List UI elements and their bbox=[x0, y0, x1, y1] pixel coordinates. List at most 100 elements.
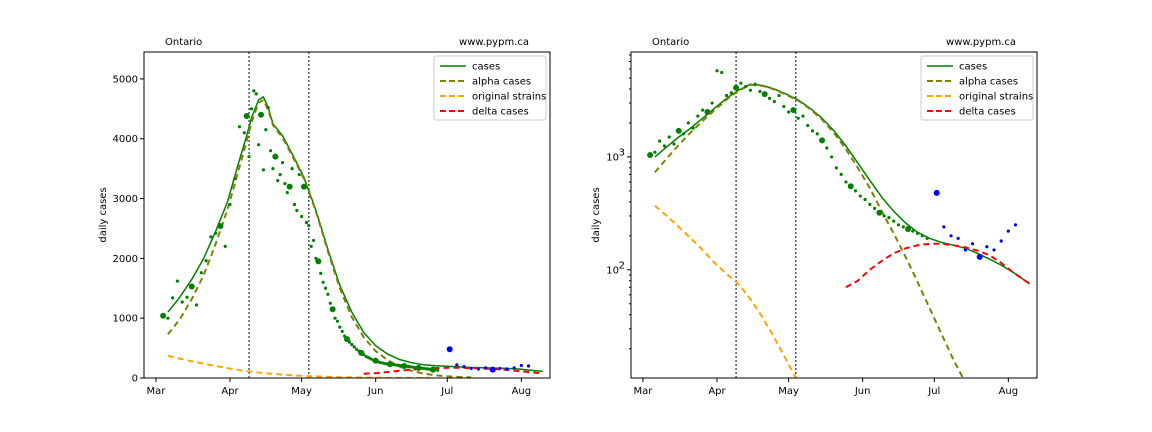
right-x-tick-label: Jul bbox=[927, 386, 940, 397]
right-y-tick-label: 10 bbox=[606, 152, 619, 163]
left-y-tick-label: 4000 bbox=[113, 134, 138, 145]
left-y-tick-label: 1000 bbox=[113, 314, 138, 325]
left-series-observed-point bbox=[409, 365, 414, 369]
left-series-observed-point bbox=[412, 365, 416, 369]
left-series-recent-observed-point bbox=[526, 364, 531, 368]
left-legend-label: delta cases bbox=[472, 107, 529, 118]
left-series-observed-point bbox=[354, 347, 359, 351]
left-series-observed-point bbox=[321, 280, 325, 284]
right-series-observed-point bbox=[672, 142, 676, 146]
right-series-observed-point bbox=[653, 150, 657, 154]
right-plot-frame bbox=[630, 51, 1038, 379]
right-series-observed-point bbox=[662, 144, 667, 148]
left-series-observed-point bbox=[286, 183, 293, 190]
left-legend-box bbox=[433, 55, 547, 121]
right-series-observed-point bbox=[801, 114, 805, 118]
right-series-observed-point bbox=[882, 214, 886, 218]
left-series-observed-point bbox=[297, 173, 301, 177]
left-series-observed-point bbox=[381, 361, 385, 365]
right-series-observed-point bbox=[873, 206, 877, 210]
right-series-observed-point bbox=[844, 180, 848, 184]
right-legend-label: delta cases bbox=[959, 107, 1016, 118]
right-series-recent-observed-point bbox=[985, 245, 989, 249]
right-series-observed-point bbox=[658, 139, 662, 143]
right-series-recent-observed-point bbox=[956, 236, 960, 240]
left-series-observed-point bbox=[217, 223, 224, 230]
right-series-observed-point bbox=[810, 129, 815, 133]
right-series-observed-point bbox=[772, 99, 776, 104]
left-series-recent-observed-point bbox=[519, 363, 523, 368]
left-series-observed-point bbox=[366, 356, 371, 360]
right-series-alpha-cases-line bbox=[654, 83, 965, 378]
right-series-observed-point bbox=[925, 236, 929, 240]
left-series-observed-point bbox=[376, 360, 380, 364]
right-y-axis-title: daily cases bbox=[591, 187, 602, 242]
right-series-observed-point bbox=[863, 197, 867, 202]
right-series-recent-observed-point bbox=[970, 242, 975, 246]
left-legend: cases alpha cases original strains delta ca… bbox=[433, 55, 547, 121]
right-series-delta-cases-line bbox=[845, 242, 1031, 289]
right-series-recent-observed-point bbox=[963, 248, 967, 252]
left-series-observed-point bbox=[258, 111, 265, 118]
right-website-label: www.pypm.ca bbox=[946, 37, 1016, 48]
left-series-observed-point bbox=[300, 214, 304, 219]
left-series-cases-line bbox=[167, 95, 543, 373]
left-x-tick-label: May bbox=[291, 386, 312, 397]
left-series-observed-point bbox=[160, 312, 167, 319]
left-series-observed-point bbox=[295, 208, 299, 213]
right-series-observed-point bbox=[733, 84, 740, 91]
left-series-observed-point bbox=[424, 367, 428, 371]
left-series-observed-point bbox=[426, 367, 430, 371]
right-series-observed-point bbox=[819, 137, 826, 144]
left-series-observed-point bbox=[362, 353, 366, 357]
right-x-tick-label: May bbox=[778, 386, 799, 397]
right-legend-label: original strains bbox=[959, 92, 1033, 103]
right-x-tick-label: Aug bbox=[999, 386, 1019, 397]
left-series-observed-point bbox=[188, 283, 195, 290]
right-series-observed-point bbox=[739, 81, 743, 85]
left-series-observed-point bbox=[309, 244, 313, 249]
right-series-observed-point bbox=[830, 155, 834, 159]
right-series-recent-observed-point bbox=[933, 189, 940, 196]
left-x-tick-label: Apr bbox=[221, 386, 239, 397]
left-series-observed-point bbox=[436, 368, 440, 372]
right-series-recent-observed-point bbox=[999, 239, 1003, 243]
left-series-observed-point bbox=[307, 223, 311, 228]
right-series-observed-point bbox=[744, 84, 748, 89]
right-series-observed-point bbox=[896, 223, 901, 227]
right-series-observed-point bbox=[704, 108, 711, 115]
left-series-observed-point bbox=[237, 125, 242, 129]
right-series-observed-point bbox=[858, 194, 862, 198]
right-series-observed-point bbox=[729, 91, 733, 95]
right-series-observed-point bbox=[868, 202, 872, 206]
left-series-observed-point bbox=[242, 131, 246, 135]
left-series-recent-observed-point bbox=[446, 346, 453, 353]
left-series-recent-observed-point bbox=[469, 366, 473, 371]
left-series-recent-observed-point bbox=[512, 366, 516, 370]
right-series-observed-point bbox=[825, 146, 829, 150]
right-series-observed-point bbox=[782, 104, 786, 109]
right-series-observed-point bbox=[691, 126, 695, 130]
right-series-observed-point bbox=[767, 96, 772, 100]
left-series-observed-point bbox=[272, 153, 279, 160]
left-series-observed-point bbox=[249, 107, 254, 111]
right-series-recent-observed-point bbox=[976, 253, 983, 260]
left-series-observed-point bbox=[393, 363, 397, 367]
right-series-observed-point bbox=[853, 189, 858, 193]
left-series-observed-point bbox=[209, 235, 213, 239]
left-series-observed-point bbox=[233, 177, 237, 181]
right-series-observed-point bbox=[790, 107, 797, 114]
left-series-observed-point bbox=[344, 336, 350, 343]
right-series-observed-point bbox=[715, 69, 719, 73]
right-series-observed-point bbox=[892, 219, 896, 223]
right-series-observed-point bbox=[686, 121, 690, 125]
left-series-observed-point bbox=[180, 300, 184, 304]
left-series-recent-observed-point bbox=[455, 363, 459, 367]
left-legend-label: alpha cases bbox=[472, 77, 531, 88]
right-series-observed-point bbox=[724, 93, 729, 98]
left-series-observed-point bbox=[194, 303, 199, 307]
left-x-tick-label: Jun bbox=[367, 386, 384, 397]
left-series-observed-point bbox=[280, 161, 285, 165]
left-series-observed-point bbox=[171, 296, 175, 300]
right-series-observed-point bbox=[667, 135, 671, 139]
